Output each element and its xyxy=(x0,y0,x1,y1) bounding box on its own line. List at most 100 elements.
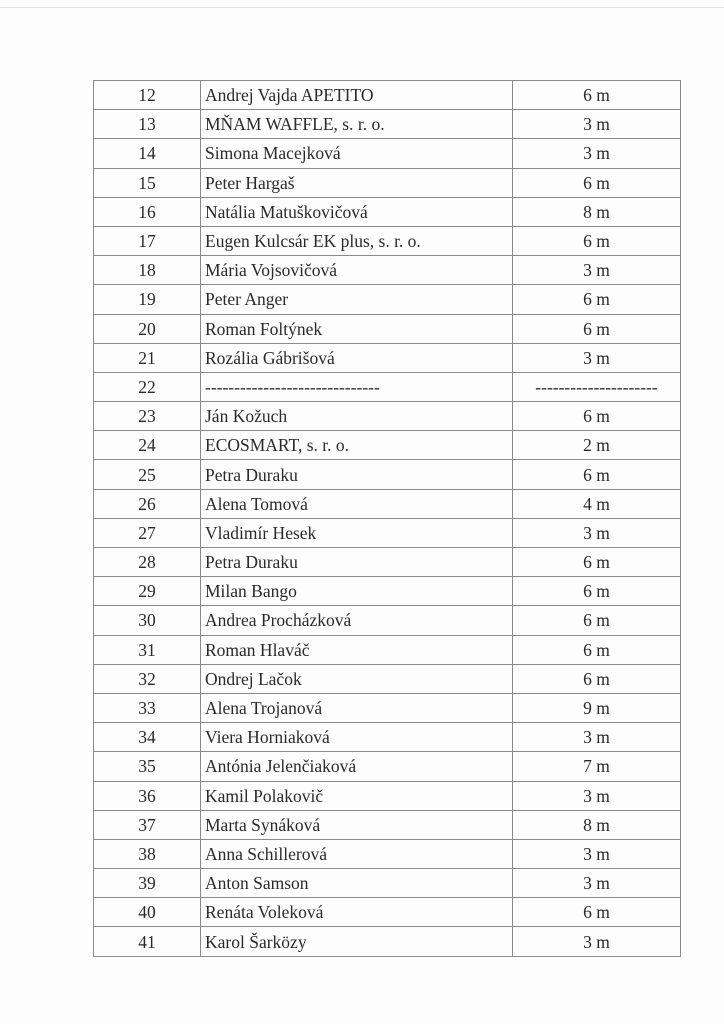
table-row: 30 Andrea Procházková 6 m xyxy=(93,605,681,636)
row-name: Andrej Vajda APETITO xyxy=(200,79,513,111)
row-length: 3 m xyxy=(512,255,681,286)
row-length: --------------------- xyxy=(512,371,681,403)
table-row: 40 Renáta Voleková 6 m xyxy=(93,897,681,928)
row-length: 6 m xyxy=(512,605,681,636)
row-name: Kamil Polakovič xyxy=(200,780,513,811)
row-length: 3 m xyxy=(512,517,681,549)
row-number: 34 xyxy=(93,722,201,753)
row-length: 6 m xyxy=(512,401,681,432)
table-row: 16 Natália Matuškovičová 8 m xyxy=(93,196,681,227)
row-number: 40 xyxy=(93,897,201,928)
row-name: ------------------------------ xyxy=(200,371,513,403)
table-row: 38 Anna Schillerová 3 m xyxy=(93,838,681,870)
row-length: 6 m xyxy=(512,663,681,694)
row-number: 33 xyxy=(93,692,201,724)
row-number: 12 xyxy=(93,79,201,111)
row-length: 6 m xyxy=(512,576,681,607)
row-name: Roman Hlaváč xyxy=(200,634,513,665)
table-row: 39 Anton Samson 3 m xyxy=(93,868,681,899)
row-length: 3 m xyxy=(512,138,681,169)
row-name: Mária Vojsovičová xyxy=(200,255,513,286)
row-number: 15 xyxy=(93,167,201,198)
row-number: 35 xyxy=(93,751,201,782)
row-number: 36 xyxy=(93,780,201,811)
row-number: 18 xyxy=(93,255,201,286)
row-name: Karol Šarközy xyxy=(200,926,513,957)
row-length: 6 m xyxy=(512,284,681,315)
table-row: 27 Vladimír Hesek 3 m xyxy=(93,517,681,549)
row-name: Rozália Gábrišová xyxy=(200,342,513,373)
row-length: 6 m xyxy=(512,313,681,344)
table-row: 26 Alena Tomová 4 m xyxy=(93,488,681,519)
vendor-table: 12 Andrej Vajda APETITO 6 m 13 MŇAM WAFFLE, … xyxy=(93,79,681,957)
row-number: 37 xyxy=(93,809,201,840)
row-name: Anna Schillerová xyxy=(200,838,513,870)
scan-edge-line xyxy=(0,7,724,8)
table-row: 36 Kamil Polakovič 3 m xyxy=(93,780,681,811)
table-row: 17 Eugen Kulcsár EK plus, s. r. o. 6 m xyxy=(93,225,681,257)
table-row: 20 Roman Foltýnek 6 m xyxy=(93,313,681,344)
row-length: 6 m xyxy=(512,225,681,257)
row-number: 17 xyxy=(93,225,201,257)
row-length: 6 m xyxy=(512,79,681,111)
row-name: Antónia Jelenčiaková xyxy=(200,751,513,782)
row-length: 8 m xyxy=(512,196,681,227)
table-row: 13 MŇAM WAFFLE, s. r. o. 3 m xyxy=(93,109,681,140)
table-row: 22 ------------------------------ --------… xyxy=(93,371,681,403)
row-length: 3 m xyxy=(512,109,681,140)
table-row: 15 Peter Hargaš 6 m xyxy=(93,167,681,198)
row-name: MŇAM WAFFLE, s. r. o. xyxy=(200,109,513,140)
table-row: 32 Ondrej Lačok 6 m xyxy=(93,663,681,694)
row-number: 27 xyxy=(93,517,201,549)
row-name: Vladimír Hesek xyxy=(200,517,513,549)
row-length: 6 m xyxy=(512,634,681,665)
row-length: 2 m xyxy=(512,430,681,461)
row-number: 26 xyxy=(93,488,201,519)
row-length: 7 m xyxy=(512,751,681,782)
row-number: 25 xyxy=(93,459,201,490)
row-number: 38 xyxy=(93,838,201,870)
table-row: 24 ECOSMART, s. r. o. 2 m xyxy=(93,430,681,461)
row-name: Eugen Kulcsár EK plus, s. r. o. xyxy=(200,225,513,257)
table-row: 18 Mária Vojsovičová 3 m xyxy=(93,255,681,286)
row-name: Petra Duraku xyxy=(200,546,513,578)
row-name: Andrea Procházková xyxy=(200,605,513,636)
row-length: 3 m xyxy=(512,780,681,811)
row-number: 23 xyxy=(93,401,201,432)
row-name: Petra Duraku xyxy=(200,459,513,490)
table-row: 28 Petra Duraku 6 m xyxy=(93,546,681,578)
row-number: 14 xyxy=(93,138,201,169)
row-name: Natália Matuškovičová xyxy=(200,196,513,227)
row-name: Peter Anger xyxy=(200,284,513,315)
table-row: 19 Peter Anger 6 m xyxy=(93,284,681,315)
row-name: ECOSMART, s. r. o. xyxy=(200,430,513,461)
row-number: 21 xyxy=(93,342,201,373)
vendor-table-body: 12 Andrej Vajda APETITO 6 m 13 MŇAM WAFFLE, … xyxy=(93,79,681,957)
row-number: 20 xyxy=(93,313,201,344)
table-row: 37 Marta Synáková 8 m xyxy=(93,809,681,840)
row-length: 6 m xyxy=(512,897,681,928)
row-name: Roman Foltýnek xyxy=(200,313,513,344)
row-name: Marta Synáková xyxy=(200,809,513,840)
row-number: 22 xyxy=(93,371,201,403)
table-row: 23 Ján Kožuch 6 m xyxy=(93,401,681,432)
row-number: 13 xyxy=(93,109,201,140)
table-row: 12 Andrej Vajda APETITO 6 m xyxy=(93,79,681,111)
row-name: Alena Trojanová xyxy=(200,692,513,724)
row-length: 3 m xyxy=(512,722,681,753)
row-number: 28 xyxy=(93,546,201,578)
row-number: 16 xyxy=(93,196,201,227)
row-name: Simona Macejková xyxy=(200,138,513,169)
row-length: 6 m xyxy=(512,459,681,490)
row-name: Renáta Voleková xyxy=(200,897,513,928)
table-row: 25 Petra Duraku 6 m xyxy=(93,459,681,490)
row-number: 32 xyxy=(93,663,201,694)
row-name: Milan Bango xyxy=(200,576,513,607)
row-name: Viera Horniaková xyxy=(200,722,513,753)
row-name: Peter Hargaš xyxy=(200,167,513,198)
table-row: 34 Viera Horniaková 3 m xyxy=(93,722,681,753)
table-row: 14 Simona Macejková 3 m xyxy=(93,138,681,169)
row-length: 6 m xyxy=(512,167,681,198)
row-length: 9 m xyxy=(512,692,681,724)
row-number: 41 xyxy=(93,926,201,957)
